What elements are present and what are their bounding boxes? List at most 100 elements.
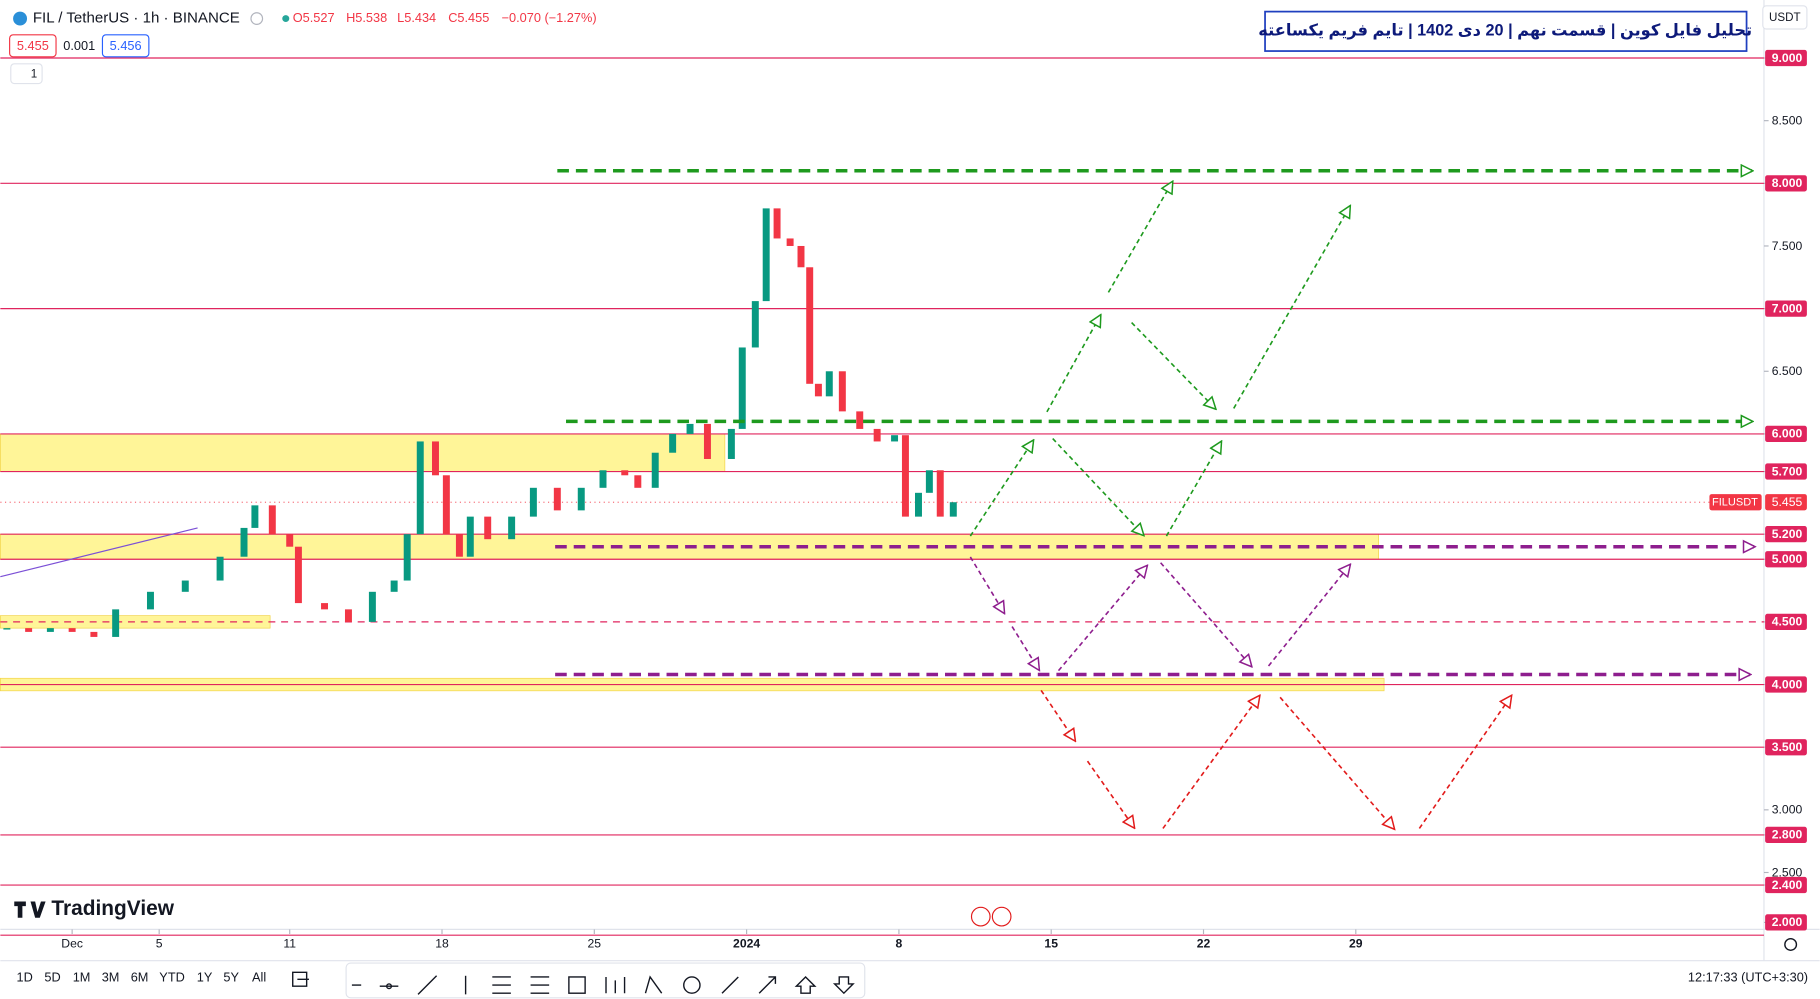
arrow-down (1052, 438, 1144, 535)
event-icon[interactable] (970, 906, 991, 927)
candle (321, 603, 329, 610)
candle (181, 580, 189, 592)
arrow-down (969, 556, 1004, 613)
candle (416, 441, 424, 535)
ohlc-value: C5.455 (448, 10, 489, 25)
candle (599, 470, 607, 488)
price-label-box (1765, 914, 1807, 931)
timeframe-button[interactable]: 1M (73, 969, 91, 984)
y-tick-label: 3.000 (1772, 803, 1803, 817)
arrow-up (1418, 696, 1511, 829)
tool-icon[interactable] (721, 976, 739, 994)
eye-icon (250, 12, 264, 25)
price-label-box (1765, 425, 1807, 443)
tool-icon[interactable] (605, 976, 626, 994)
y-tick-label: 7.000 (1772, 301, 1803, 315)
y-tick-label: 4.500 (1772, 615, 1803, 629)
tool-icon[interactable] (417, 975, 438, 995)
price-label-box (1765, 676, 1807, 693)
settings-icon[interactable] (1784, 937, 1798, 951)
ohlc-value: O5.527 (293, 10, 335, 25)
timeframe-button[interactable]: 6M (131, 969, 149, 984)
candle (738, 347, 746, 429)
ohlc-value: H5.538 (346, 10, 387, 25)
bid-box[interactable] (9, 34, 57, 58)
candle (390, 580, 398, 592)
tool-icon[interactable] (794, 975, 817, 994)
candle (553, 487, 561, 511)
x-tick-label: 11 (283, 937, 296, 951)
candle (751, 301, 759, 348)
replay-icon[interactable] (292, 971, 309, 987)
candle (112, 609, 120, 637)
tool-icon[interactable] (492, 976, 511, 994)
arrow-up (1162, 696, 1259, 829)
price-label-box (1765, 551, 1807, 568)
y-tick-label: 5.000 (1772, 552, 1803, 566)
candle (669, 433, 677, 453)
tool-icon[interactable] (530, 976, 550, 994)
arrow-up (969, 441, 1033, 537)
tool-icon[interactable] (379, 983, 399, 990)
timeframe-button[interactable]: 5D (44, 969, 60, 984)
x-tick-label: 15 (1044, 937, 1058, 951)
currency-box[interactable] (1762, 5, 1808, 30)
timeframe-button[interactable]: YTD (159, 969, 185, 984)
candle (762, 208, 770, 302)
candle (466, 516, 474, 557)
arrow-up (1046, 316, 1100, 413)
analysis-title: تحلیل فایل کوین | قسمت نهم | 20 دی 1402 … (1258, 22, 1752, 40)
y-tick-label: 2.000 (1772, 915, 1803, 929)
indicator-toggle[interactable] (10, 63, 43, 85)
arrow-down (1040, 689, 1075, 740)
candle (634, 475, 642, 488)
candle (814, 383, 822, 397)
timeframe-button[interactable]: All (252, 969, 266, 984)
timeframe-button[interactable]: 3M (102, 969, 120, 984)
candle (68, 628, 76, 632)
timeframe-button[interactable]: 1Y (197, 969, 213, 984)
indicator-count: 1 (31, 67, 37, 80)
tool-icon[interactable] (683, 976, 701, 994)
timeframe-button[interactable]: 5Y (223, 969, 239, 984)
x-tick-label: 29 (1349, 937, 1363, 951)
candle (901, 435, 909, 517)
candle (268, 505, 276, 535)
symbol-label-box (1709, 494, 1762, 511)
price-label-box (1765, 876, 1807, 894)
ohlc-value: L5.434 (397, 10, 436, 25)
tool-icon[interactable] (568, 976, 586, 994)
price-label-box (1765, 826, 1807, 844)
candle (216, 556, 224, 581)
arrow-down (1086, 760, 1134, 827)
candle (46, 628, 54, 632)
price-label-box (1765, 175, 1807, 192)
arrow-up (1267, 565, 1350, 667)
y-tick-label: 5.700 (1772, 464, 1803, 478)
trend-line (0, 527, 198, 578)
title-box (1264, 10, 1748, 52)
y-tick-label: 2.800 (1772, 828, 1803, 842)
arrow-down (1160, 562, 1252, 666)
ask-box[interactable] (101, 34, 150, 58)
candle (825, 371, 833, 397)
tool-icon[interactable] (758, 976, 777, 994)
tool-icon[interactable] (644, 975, 663, 994)
y-tick-label: 7.500 (1772, 239, 1803, 253)
y-tick-label: 6.000 (1772, 427, 1803, 441)
price-label-box (1765, 49, 1807, 67)
timeframe-button[interactable]: 1D (17, 969, 33, 984)
tool-icon[interactable] (832, 976, 855, 995)
event-icon[interactable] (991, 906, 1012, 927)
arrow-down (1011, 626, 1039, 670)
candle (25, 628, 33, 632)
candle (432, 441, 439, 476)
spread: 0.001 (63, 38, 95, 53)
legend: FIL / TetherUS · 1h · BINANCE O5.527 H5.53… (9, 5, 1808, 85)
candle (925, 470, 933, 493)
currency[interactable]: USDT (1769, 11, 1801, 24)
logo-mark (14, 901, 46, 918)
candle (915, 492, 922, 517)
